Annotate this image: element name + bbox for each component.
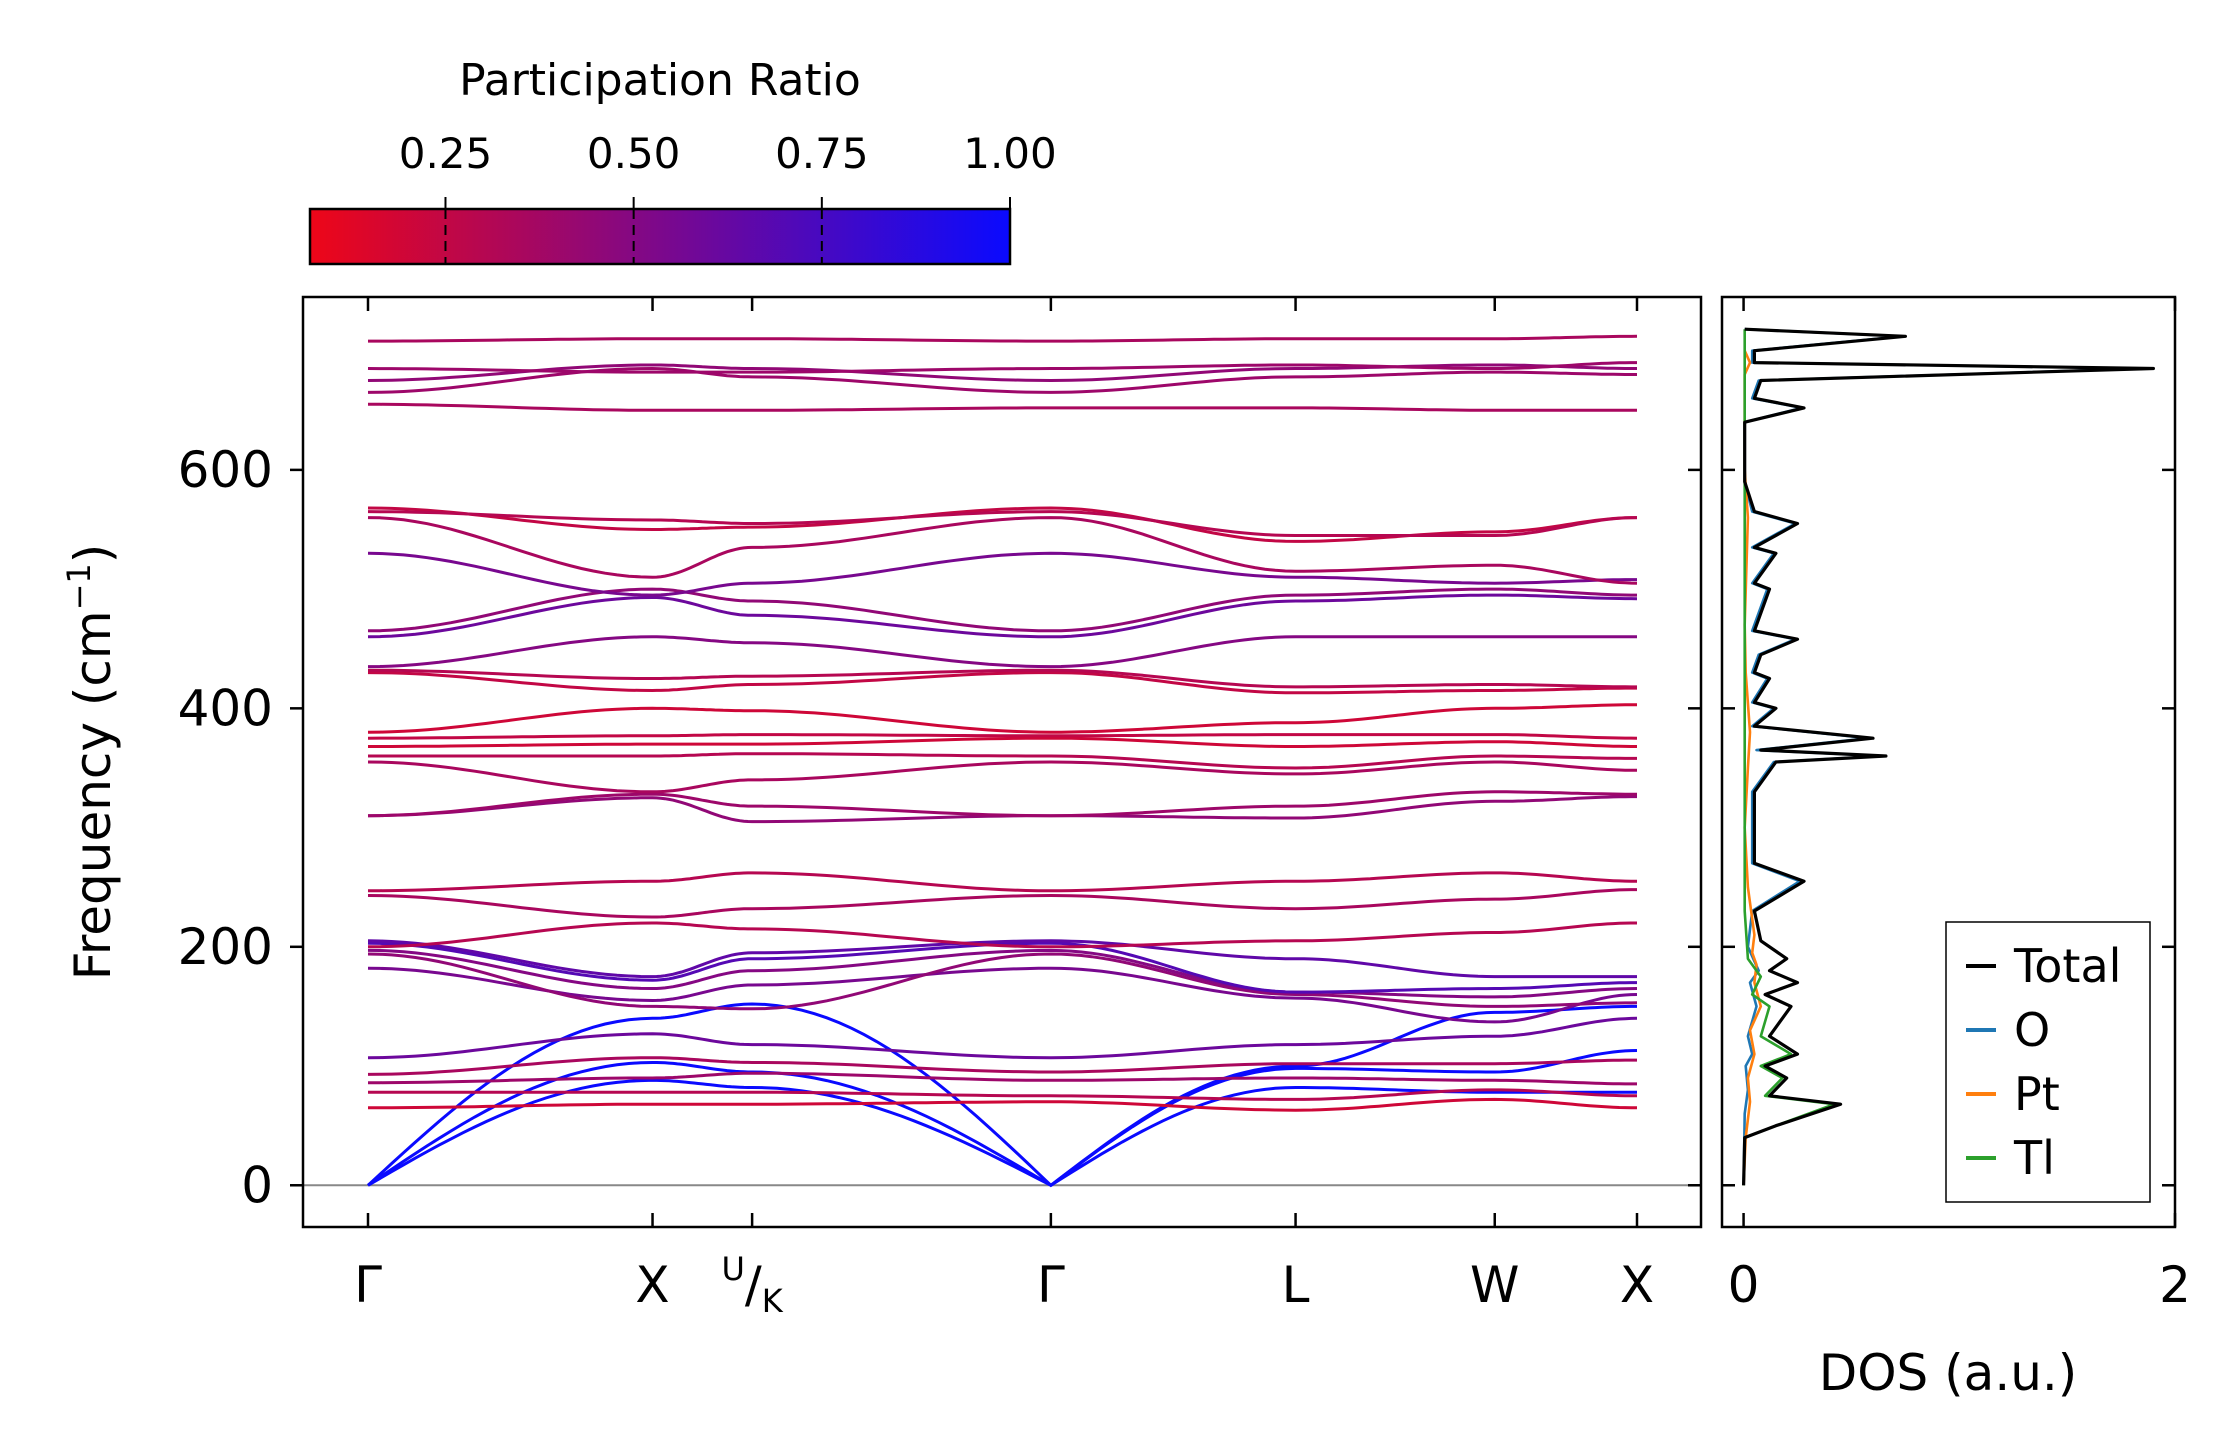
band-line-band-22 [367,733,1638,740]
band-line-band-28 [367,587,1637,633]
colorbar-tick-label: 1.00 [963,129,1057,178]
band-line-band-12 [367,941,1637,994]
band-line-band-21 [368,736,1637,748]
x-tick-label: Γ [1037,1256,1065,1314]
y-tick-label: 600 [178,441,273,499]
colorbar-ticks: 0.25 0.50 0.75 1.00 [399,129,1057,264]
band-line-band-35 [367,363,1637,383]
band-line-band-10 [367,952,1638,1011]
colorbar: Participation Ratio 0.25 0.50 0.75 1.00 [308,55,1057,266]
x-tick-label: X [1620,1256,1654,1314]
band-plot-frame [301,295,1703,1229]
dos-x-axis-label: DOS (a.u.) [1819,1344,2078,1402]
band-line-band-30 [367,516,1638,585]
y-axis-label: Frequency (cm−1) [60,544,122,981]
legend-frame [1945,921,2151,1203]
dos-plot-frame [1720,295,2177,1229]
dos-x-tick-label: 2 [2159,1256,2191,1314]
x-tick-label: U/K [721,1250,783,1320]
band-line-band-25 [368,668,1637,689]
band-line-band-29 [367,551,1637,597]
legend-label-pt: Pt [2014,1067,2060,1121]
legend-label-total: Total [2013,939,2121,993]
band-line-band-23 [367,703,1637,734]
phonon-bands [366,334,1638,1188]
band-line-band-07 [367,1056,1637,1076]
band-y-axis: 0 200 400 600 [178,441,1701,1214]
band-line-acoustic-3 [366,1002,1637,1188]
colorbar-label: Participation Ratio [459,55,861,106]
dos-curve-total [1742,327,2155,1186]
band-line-band-11 [367,948,1638,999]
band-line-band-15 [367,888,1637,919]
x-tick-label: X [635,1256,669,1314]
y-tick-label: 400 [178,679,273,737]
legend-label-tl: Tl [2013,1131,2055,1185]
x-tick-label: Γ [354,1256,382,1314]
band-line-band-26 [367,635,1637,669]
legend-items: Total O Pt Tl [1966,939,2121,1185]
band-line-band-20 [368,752,1637,770]
band-line-band-27 [367,593,1638,639]
dos-y-ticks [1722,468,2175,1187]
band-line-band-08 [367,1016,1638,1060]
band-line-band-18 [367,790,1637,818]
x-tick-label: W [1470,1256,1519,1314]
band-structure-panel: 0 200 400 600 Γ X U/K Γ L W X Frequency (cm−1) [60,295,1703,1320]
band-line-band-33 [368,402,1637,412]
x-tick-label: L [1282,1256,1310,1314]
dos-curves [1742,327,2155,1186]
dos-x-tick-label: 0 [1728,1256,1760,1314]
legend-label-o: O [2014,1003,2050,1057]
band-line-band-16 [367,871,1637,893]
band-line-band-24 [367,671,1637,695]
dos-curve-pt [1742,350,1763,1186]
dos-legend: Total O Pt Tl [1945,921,2151,1203]
band-line-band-04 [368,1097,1638,1112]
band-line-band-34 [367,366,1637,394]
y-tick-label: 200 [178,918,273,976]
colorbar-tick-label: 0.25 [399,129,493,178]
band-line-band-31 [367,506,1637,543]
y-tick-label: 0 [241,1156,273,1214]
colorbar-tick-label: 0.50 [587,129,681,178]
band-line-band-09 [367,966,1638,1024]
band-line-band-05 [368,1088,1637,1101]
colorbar-tick-label: 0.75 [775,129,869,178]
band-line-band-19 [367,760,1637,794]
band-line-band-37 [368,334,1638,343]
band-line-band-14 [367,921,1637,949]
band-line-band-13 [367,939,1637,979]
band-line-band-32 [367,510,1638,537]
colorbar-gradient [308,207,1012,266]
band-x-axis: Γ X U/K Γ L W X [354,297,1654,1320]
band-line-band-06 [368,1071,1637,1086]
band-line-band-36 [367,361,1637,374]
